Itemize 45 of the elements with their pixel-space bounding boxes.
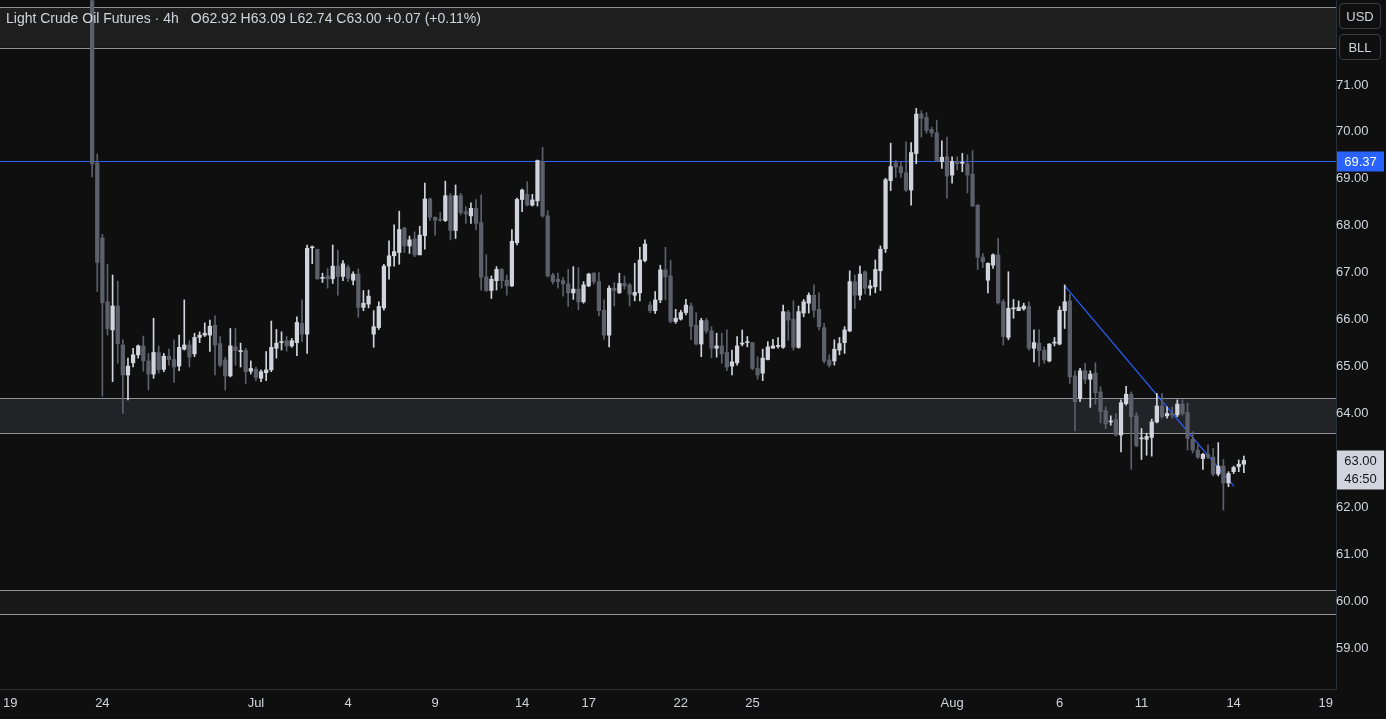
x-tick-label: 19 (1318, 695, 1333, 711)
x-tick-label: 24 (95, 695, 110, 711)
candlestick (171, 339, 177, 383)
x-tick-label: 25 (745, 695, 760, 711)
candlestick (555, 272, 561, 289)
candlestick (335, 249, 340, 296)
text: O62.92 H63.09 L62.74 C63.00 +0.07 (+0.11%) (190, 10, 481, 26)
text: BLL (1339, 34, 1381, 60)
y-tick-label: 69.00 (1335, 170, 1369, 186)
y-tick-label: 66.00 (1335, 311, 1369, 327)
y-tick-label: 70.00 (1335, 123, 1369, 139)
x-tick-label: 14 (1226, 695, 1241, 711)
x-tick-label: Aug (940, 695, 964, 711)
y-tick-label: 71.00 (1335, 76, 1369, 92)
y-tick-label: 64.00 (1335, 405, 1369, 421)
candlestick (310, 245, 315, 265)
candlestick (1164, 406, 1170, 419)
candlestick (955, 156, 960, 171)
x-tick-label: Jul (247, 695, 265, 711)
candlestick (1088, 370, 1093, 408)
y-tick-label: 68.00 (1335, 217, 1369, 233)
text: 46:50 (1344, 470, 1377, 486)
text: 63.00 (1344, 452, 1377, 468)
candlestick (612, 282, 617, 307)
y-tick-label: 65.00 (1335, 358, 1369, 374)
x-tick-label: 9 (431, 695, 439, 711)
text: USD (1339, 3, 1381, 29)
x-tick-label: 19 (3, 695, 18, 711)
y-tick-label: 60.00 (1335, 592, 1369, 608)
x-tick-label: 14 (514, 695, 530, 711)
x-tick-label: 4 (344, 695, 352, 711)
candlestick (1036, 329, 1042, 367)
text: Light Crude Oil Futures · 4h (6, 10, 179, 26)
x-tick-label: 17 (581, 695, 596, 711)
y-tick-label: 67.00 (1335, 264, 1369, 280)
candlestick (1031, 329, 1037, 363)
x-tick-label: 11 (1134, 695, 1149, 711)
x-tick-label: 6 (1055, 695, 1064, 711)
ref-line-label: 69.37 (1344, 153, 1377, 169)
y-tick-label: 59.00 (1335, 639, 1369, 655)
y-tick-label: 61.00 (1335, 545, 1369, 561)
y-tick-label: 62.00 (1335, 498, 1369, 514)
candlestick (939, 140, 944, 169)
candlestick (560, 277, 566, 297)
x-tick-label: 22 (673, 695, 689, 711)
